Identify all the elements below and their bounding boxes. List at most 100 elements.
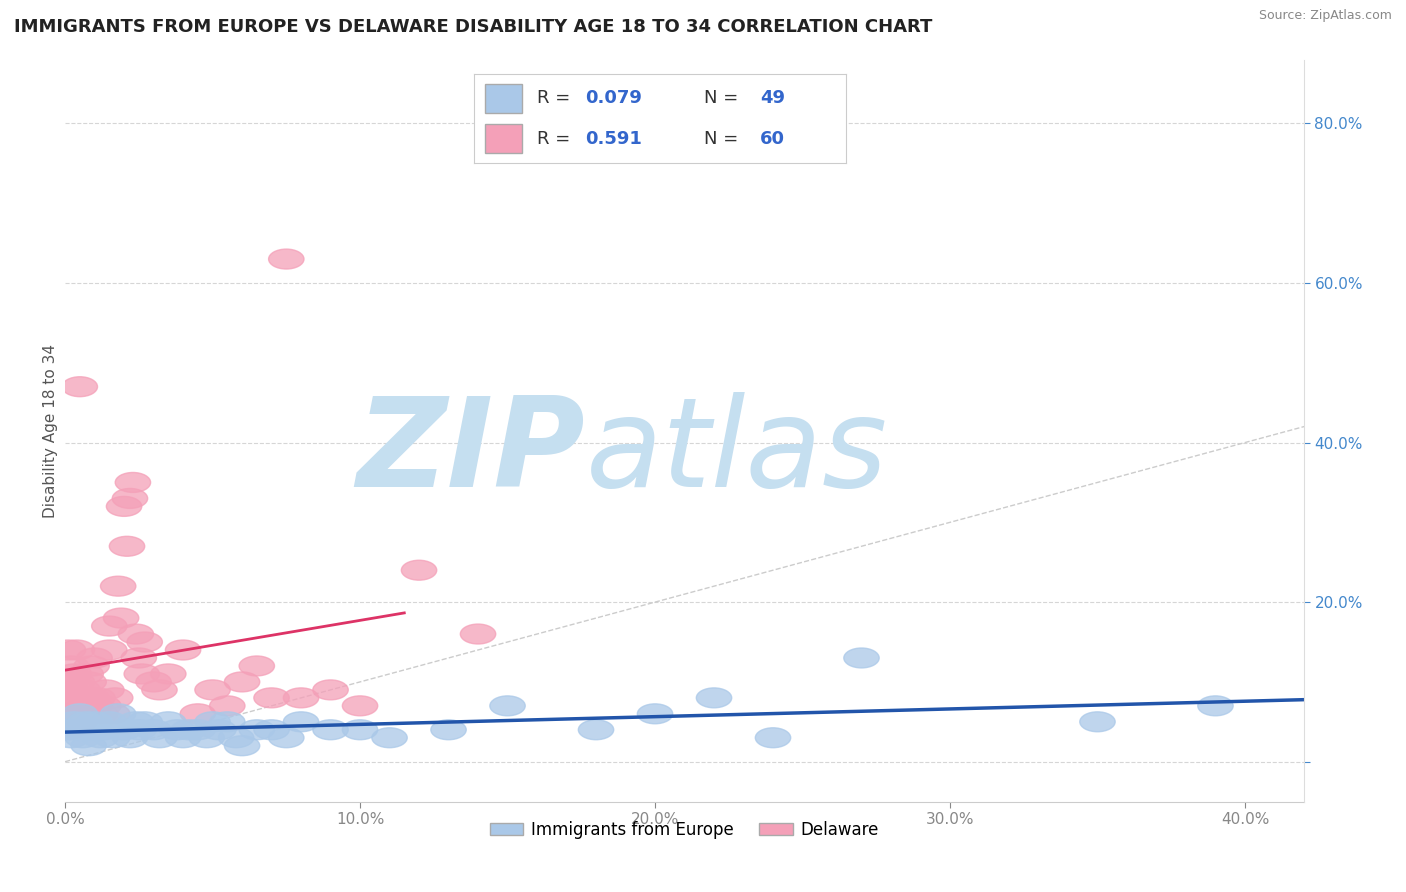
Ellipse shape: [269, 249, 304, 269]
Legend: Immigrants from Europe, Delaware: Immigrants from Europe, Delaware: [484, 814, 886, 846]
Ellipse shape: [121, 720, 156, 739]
Ellipse shape: [755, 728, 790, 747]
Ellipse shape: [844, 648, 879, 668]
Ellipse shape: [83, 704, 118, 723]
Ellipse shape: [56, 664, 91, 684]
Ellipse shape: [142, 680, 177, 700]
Ellipse shape: [209, 712, 245, 731]
Ellipse shape: [284, 688, 319, 708]
Ellipse shape: [77, 648, 112, 668]
Ellipse shape: [195, 680, 231, 700]
Ellipse shape: [166, 640, 201, 660]
Y-axis label: Disability Age 18 to 34: Disability Age 18 to 34: [44, 343, 58, 517]
Ellipse shape: [218, 728, 254, 747]
Ellipse shape: [136, 672, 172, 692]
Ellipse shape: [118, 624, 153, 644]
Ellipse shape: [75, 720, 110, 739]
Ellipse shape: [127, 712, 163, 731]
Ellipse shape: [172, 720, 207, 739]
Ellipse shape: [86, 696, 121, 715]
Ellipse shape: [62, 376, 97, 397]
Ellipse shape: [91, 640, 127, 660]
Ellipse shape: [56, 688, 91, 708]
Ellipse shape: [342, 696, 378, 715]
Ellipse shape: [104, 608, 139, 628]
Ellipse shape: [83, 728, 118, 747]
Ellipse shape: [77, 712, 112, 731]
Ellipse shape: [110, 536, 145, 557]
Text: atlas: atlas: [585, 392, 887, 514]
Ellipse shape: [225, 672, 260, 692]
Ellipse shape: [159, 720, 195, 739]
Ellipse shape: [115, 473, 150, 492]
Ellipse shape: [67, 664, 104, 684]
Ellipse shape: [578, 720, 614, 739]
Ellipse shape: [70, 672, 107, 692]
Ellipse shape: [59, 720, 94, 739]
Ellipse shape: [180, 720, 215, 739]
Ellipse shape: [62, 712, 97, 731]
Ellipse shape: [51, 640, 86, 660]
Ellipse shape: [94, 728, 129, 747]
Text: ZIP: ZIP: [357, 392, 585, 514]
Ellipse shape: [489, 696, 526, 715]
Ellipse shape: [53, 704, 89, 723]
Ellipse shape: [195, 712, 231, 731]
Ellipse shape: [118, 712, 153, 731]
Ellipse shape: [59, 640, 94, 660]
Ellipse shape: [1080, 712, 1115, 731]
Ellipse shape: [107, 720, 142, 739]
Ellipse shape: [150, 664, 186, 684]
Ellipse shape: [51, 672, 86, 692]
Ellipse shape: [401, 560, 437, 580]
Ellipse shape: [91, 616, 127, 636]
Ellipse shape: [53, 680, 89, 700]
Ellipse shape: [150, 712, 186, 731]
Ellipse shape: [239, 656, 274, 676]
Ellipse shape: [1198, 696, 1233, 715]
Ellipse shape: [80, 688, 115, 708]
Ellipse shape: [112, 728, 148, 747]
Ellipse shape: [75, 688, 110, 708]
Text: Source: ZipAtlas.com: Source: ZipAtlas.com: [1258, 9, 1392, 22]
Ellipse shape: [65, 704, 100, 723]
Ellipse shape: [209, 696, 245, 715]
Ellipse shape: [100, 576, 136, 596]
Ellipse shape: [67, 696, 104, 715]
Ellipse shape: [75, 656, 110, 676]
Ellipse shape: [127, 632, 163, 652]
Ellipse shape: [53, 728, 89, 747]
Ellipse shape: [188, 728, 225, 747]
Ellipse shape: [53, 656, 89, 676]
Ellipse shape: [314, 680, 349, 700]
Ellipse shape: [59, 704, 94, 723]
Ellipse shape: [225, 736, 260, 756]
Ellipse shape: [51, 720, 86, 739]
Ellipse shape: [59, 672, 94, 692]
Ellipse shape: [201, 720, 236, 739]
Ellipse shape: [166, 728, 201, 747]
Ellipse shape: [637, 704, 672, 723]
Ellipse shape: [62, 704, 97, 723]
Ellipse shape: [91, 712, 127, 731]
Ellipse shape: [51, 696, 86, 715]
Ellipse shape: [65, 680, 100, 700]
Ellipse shape: [180, 704, 215, 723]
Ellipse shape: [100, 704, 136, 723]
Ellipse shape: [62, 688, 97, 708]
Ellipse shape: [56, 712, 91, 731]
Ellipse shape: [142, 728, 177, 747]
Ellipse shape: [67, 712, 104, 731]
Ellipse shape: [51, 720, 86, 739]
Ellipse shape: [136, 720, 172, 739]
Ellipse shape: [696, 688, 731, 708]
Ellipse shape: [70, 736, 107, 756]
Ellipse shape: [70, 704, 107, 723]
Ellipse shape: [342, 720, 378, 739]
Ellipse shape: [269, 728, 304, 747]
Ellipse shape: [65, 728, 100, 747]
Text: IMMIGRANTS FROM EUROPE VS DELAWARE DISABILITY AGE 18 TO 34 CORRELATION CHART: IMMIGRANTS FROM EUROPE VS DELAWARE DISAB…: [14, 18, 932, 36]
Ellipse shape: [107, 497, 142, 516]
Ellipse shape: [121, 648, 156, 668]
Ellipse shape: [89, 680, 124, 700]
